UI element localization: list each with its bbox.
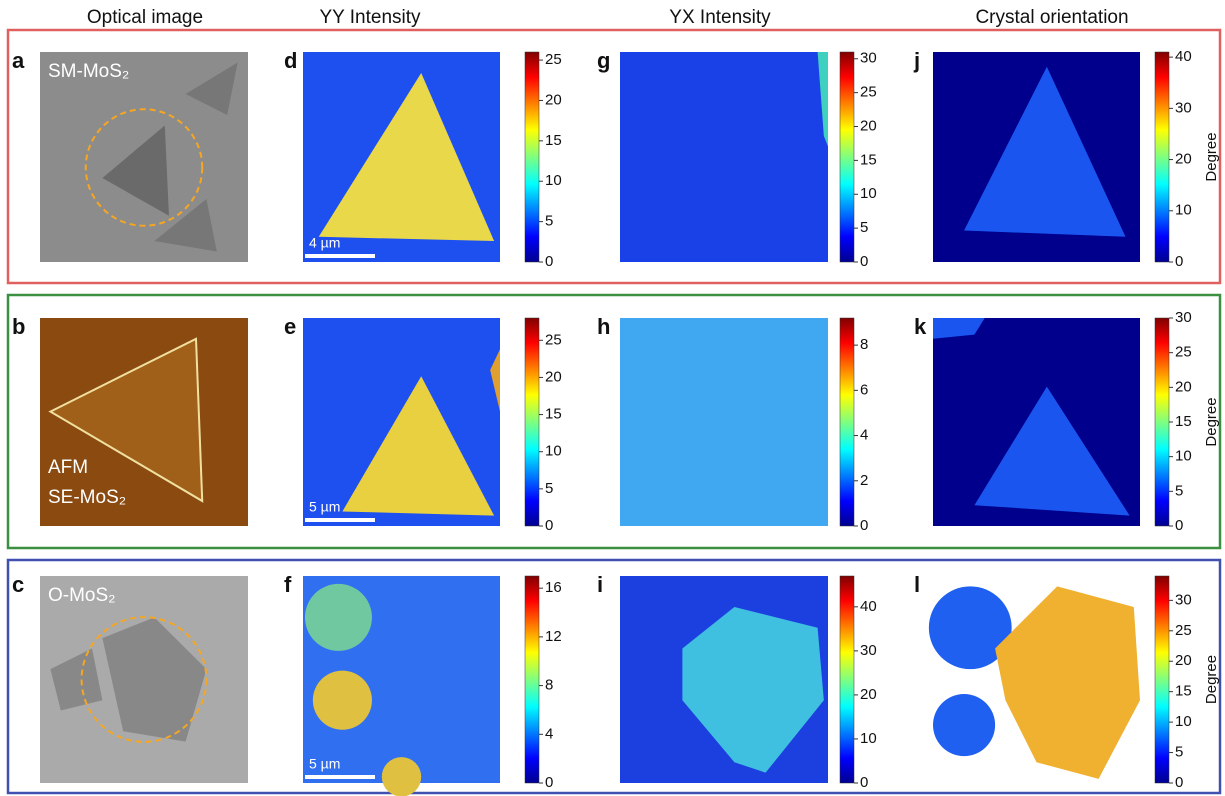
colorbar-tick-label: 2 <box>860 472 868 489</box>
colorbar-tick-label: 5 <box>860 219 868 236</box>
colorbar-tick-label: 0 <box>1175 774 1183 791</box>
colorbar <box>1155 576 1169 783</box>
colorbar-tick-label: 25 <box>1175 622 1192 639</box>
column-header: YY Intensity <box>319 7 421 28</box>
colorbar-tick-label: 20 <box>1175 151 1192 168</box>
scale-bar-label: 5 µm <box>309 499 340 515</box>
colorbar <box>1155 52 1169 262</box>
sample-label: SE-MoS₂ <box>48 487 126 508</box>
sample-label: SM-MoS₂ <box>48 61 129 82</box>
colorbar-tick-label: 25 <box>545 51 562 68</box>
colorbar-tick-label: 40 <box>1175 48 1192 65</box>
colorbar-tick-label: 10 <box>1175 448 1192 465</box>
colorbar-tick-label: 10 <box>860 730 877 747</box>
colorbar-tick-label: 30 <box>1175 309 1192 326</box>
image-panel <box>620 318 828 526</box>
colorbar-tick-label: 0 <box>545 253 553 270</box>
colorbar <box>525 318 539 526</box>
colorbar-tick-label: 0 <box>545 774 553 791</box>
colorbar-tick-label: 30 <box>860 642 877 659</box>
colorbar-tick-label: 25 <box>1175 344 1192 361</box>
shape <box>305 584 372 651</box>
colorbar <box>1155 318 1169 526</box>
colorbar <box>525 576 539 783</box>
shape <box>313 671 372 730</box>
colorbar-tick-label: 10 <box>545 443 562 460</box>
colorbar-label: Degree <box>1203 132 1220 181</box>
colorbar-tick-label: 10 <box>545 172 562 189</box>
panel-letter: e <box>284 314 296 339</box>
column-header: YX Intensity <box>669 7 771 28</box>
panel-letter: h <box>597 314 610 339</box>
panel-letter: j <box>913 48 920 73</box>
colorbar-tick-label: 30 <box>860 50 877 67</box>
colorbar-tick-label: 12 <box>545 628 562 645</box>
column-header: Optical image <box>87 7 203 28</box>
image-panel <box>620 52 828 262</box>
colorbar-tick-label: 0 <box>1175 517 1183 534</box>
colorbar-tick-label: 5 <box>1175 744 1183 761</box>
colorbar-tick-label: 0 <box>860 517 868 534</box>
colorbar-tick-label: 10 <box>1175 202 1192 219</box>
colorbar-tick-label: 20 <box>1175 652 1192 669</box>
scale-bar-label: 4 µm <box>309 235 340 251</box>
colorbar-tick-label: 15 <box>545 132 562 149</box>
colorbar-tick-label: 30 <box>1175 99 1192 116</box>
colorbar-tick-label: 8 <box>545 677 553 694</box>
shape <box>382 757 421 796</box>
colorbar-tick-label: 4 <box>860 427 868 444</box>
colorbar-tick-label: 5 <box>545 213 553 230</box>
sample-label: AFM <box>48 457 88 478</box>
colorbar-label: Degree <box>1203 397 1220 446</box>
colorbar-tick-label: 30 <box>1175 591 1192 608</box>
colorbar <box>840 576 854 783</box>
panel-letter: k <box>914 314 927 339</box>
panel-letter: f <box>284 572 292 597</box>
colorbar-tick-label: 16 <box>545 579 562 596</box>
column-header: Crystal orientation <box>975 7 1128 28</box>
colorbar-tick-label: 15 <box>1175 413 1192 430</box>
colorbar-tick-label: 20 <box>545 91 562 108</box>
colorbar-tick-label: 25 <box>545 331 562 348</box>
figure: Optical image YY Intensity YX Intensity Cry… <box>0 0 1225 796</box>
colorbar-tick-label: 0 <box>1175 253 1183 270</box>
colorbar-tick-label: 15 <box>860 151 877 168</box>
panel-letter: c <box>12 572 24 597</box>
panel-letter: b <box>12 314 25 339</box>
colorbar-tick-label: 5 <box>1175 482 1183 499</box>
colorbar-tick-label: 20 <box>1175 378 1192 395</box>
colorbar-tick-label: 10 <box>860 185 877 202</box>
colorbar-tick-label: 0 <box>545 517 553 534</box>
panel-letter: d <box>284 48 297 73</box>
colorbar-tick-label: 0 <box>860 253 868 270</box>
sample-label: O-MoS₂ <box>48 585 116 606</box>
panel-letter: i <box>597 572 603 597</box>
scale-bar-label: 5 µm <box>309 756 340 772</box>
colorbar-label: Degree <box>1203 655 1220 704</box>
colorbar-tick-label: 40 <box>860 598 877 615</box>
colorbar-tick-label: 20 <box>860 117 877 134</box>
colorbar <box>840 52 854 262</box>
colorbar-tick-label: 20 <box>860 686 877 703</box>
colorbar-tick-label: 25 <box>860 84 877 101</box>
colorbar-tick-label: 15 <box>545 406 562 423</box>
colorbar-tick-label: 0 <box>860 774 868 791</box>
colorbar-tick-label: 6 <box>860 381 868 398</box>
panel-letter: g <box>597 48 610 73</box>
colorbar-tick-label: 15 <box>1175 683 1192 700</box>
colorbar-tick-label: 8 <box>860 336 868 353</box>
shape <box>933 694 995 756</box>
panel-letter: l <box>914 572 920 597</box>
colorbar-tick-label: 4 <box>545 725 553 742</box>
colorbar <box>840 318 854 526</box>
panel-letter: a <box>12 48 25 73</box>
colorbar <box>525 52 539 262</box>
colorbar-tick-label: 10 <box>1175 713 1192 730</box>
colorbar-tick-label: 5 <box>545 480 553 497</box>
colorbar-tick-label: 20 <box>545 368 562 385</box>
